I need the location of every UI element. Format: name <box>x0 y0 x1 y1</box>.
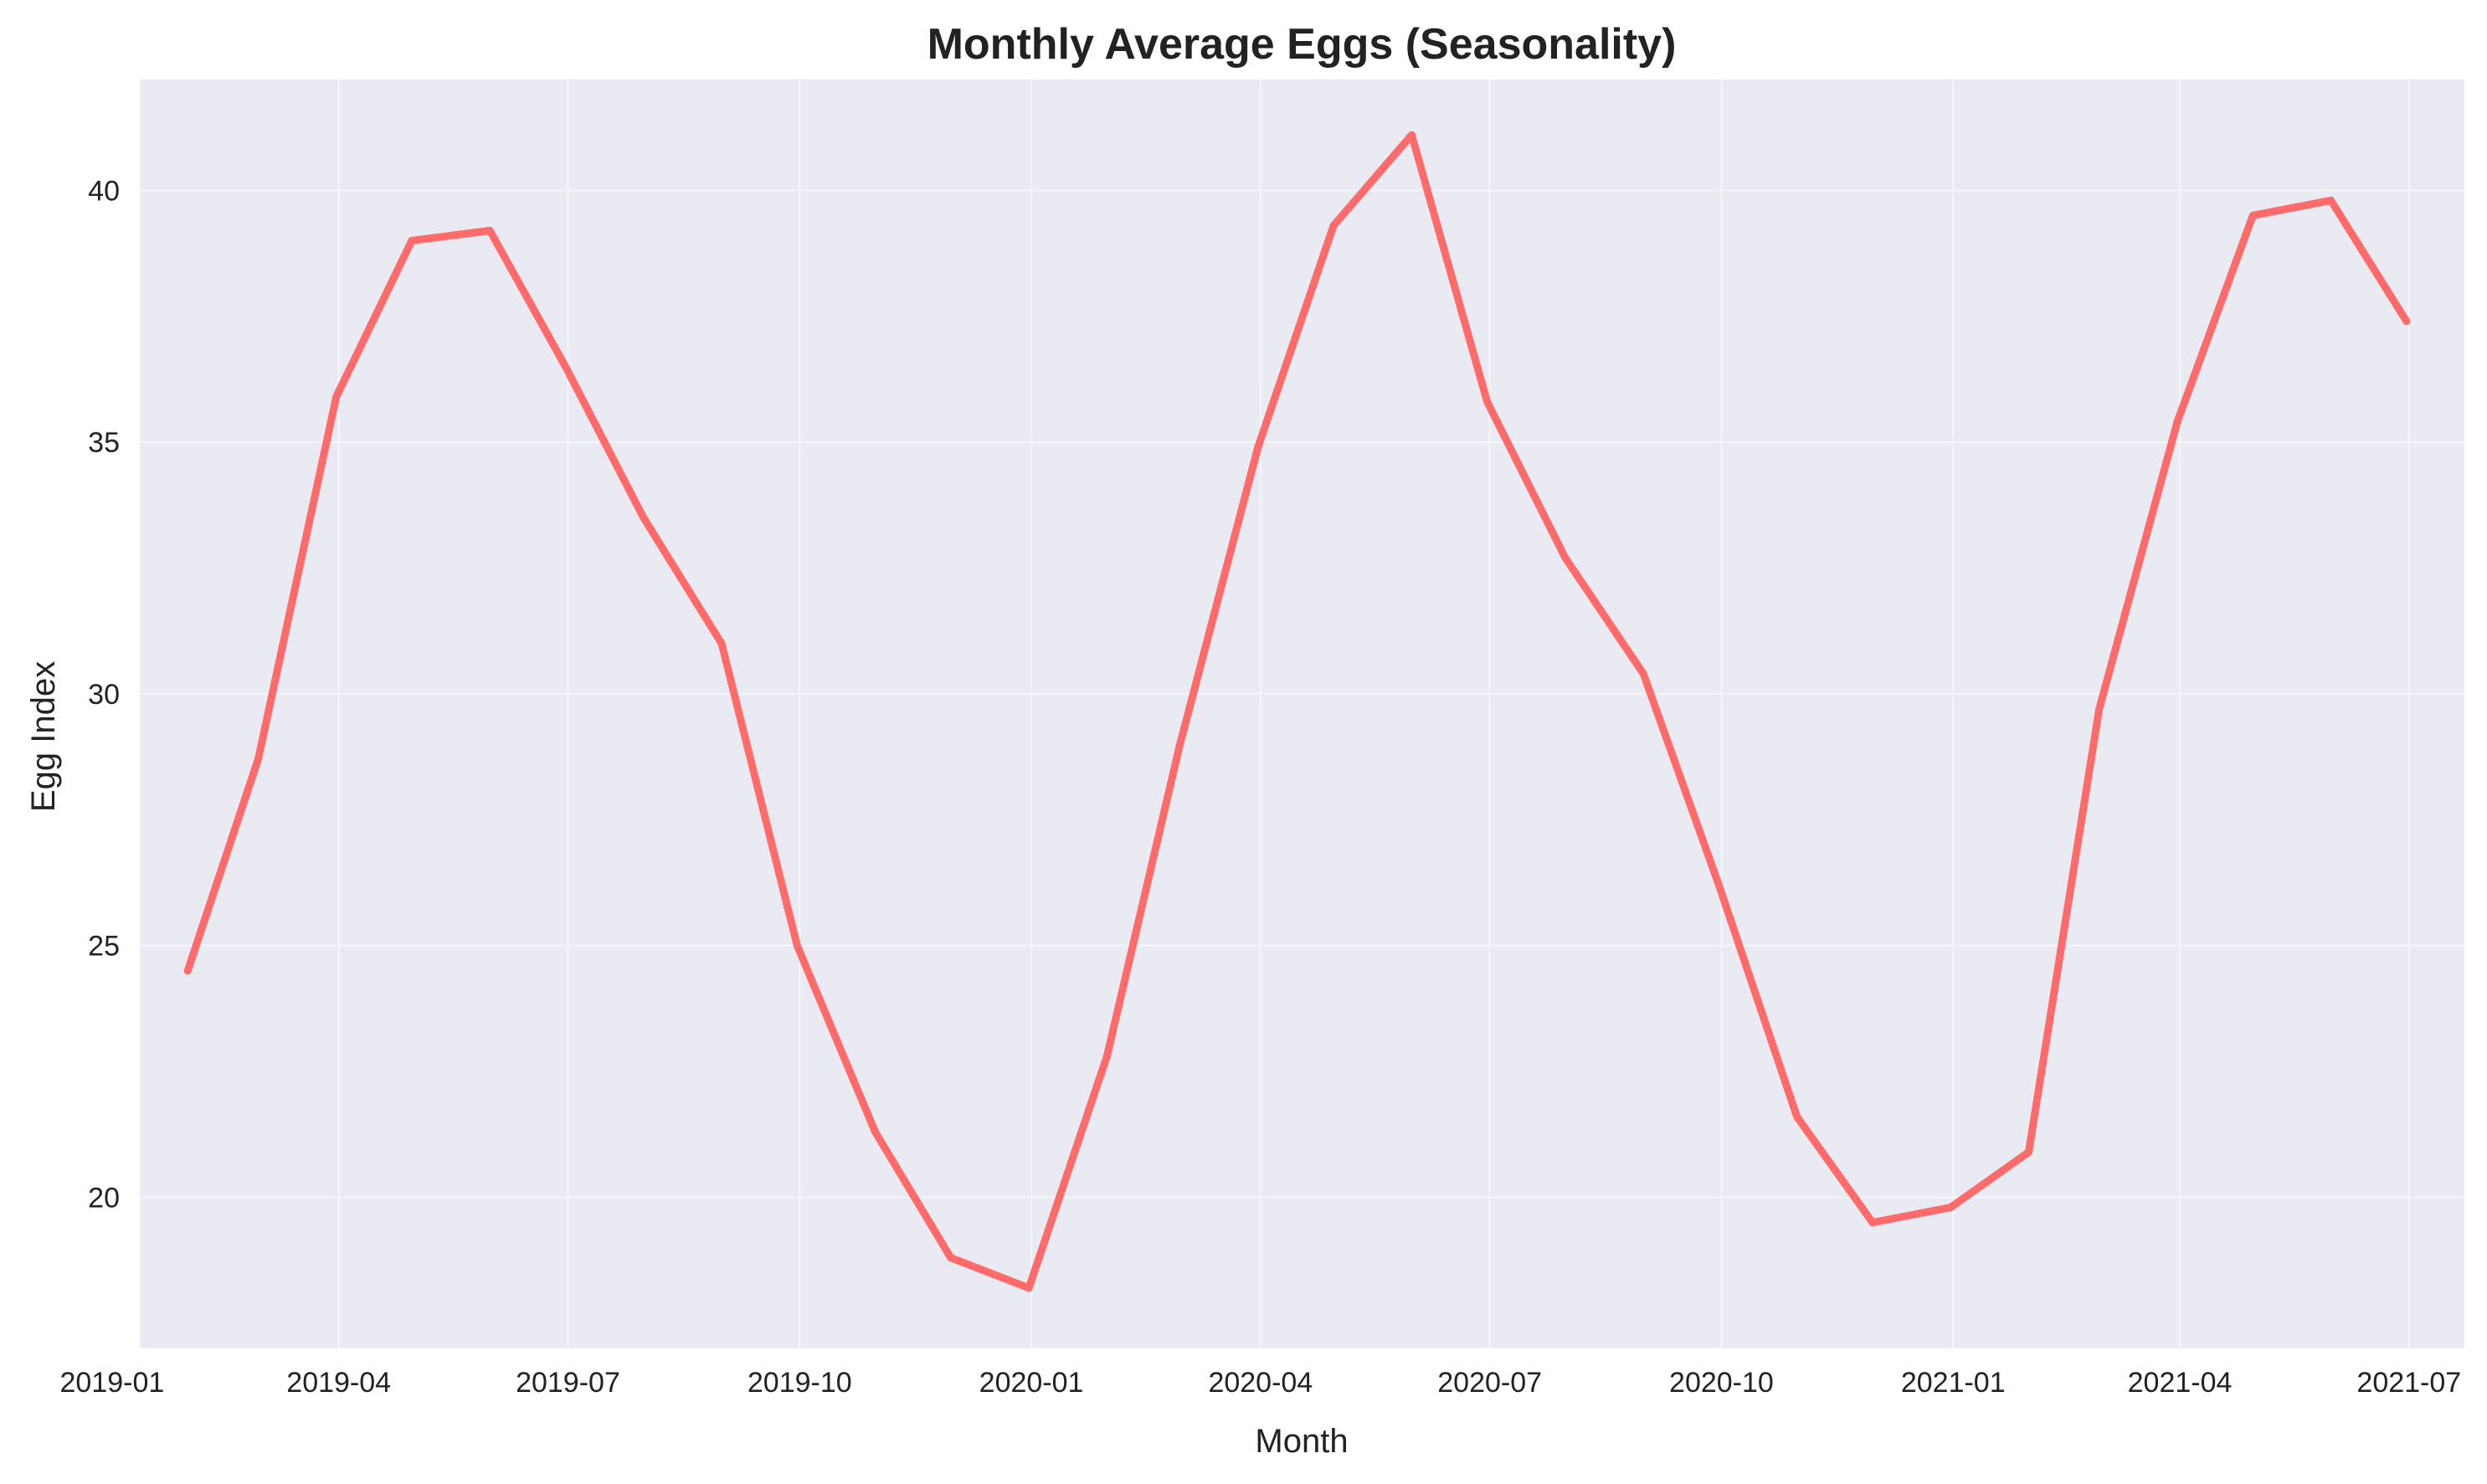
x-tick-label: 2019-04 <box>286 1367 391 1399</box>
data-point <box>2248 211 2257 219</box>
data-point <box>947 1254 955 1262</box>
data-point <box>640 513 648 521</box>
data-point <box>2095 705 2104 713</box>
data-point <box>2327 196 2335 204</box>
data-point <box>486 227 494 234</box>
data-point <box>1176 740 1184 748</box>
y-tick-label: 35 <box>88 427 120 459</box>
data-point <box>254 755 262 763</box>
tick-labels: 2019-01 2019-04 2019-07 2019-10 2020-01 2020-… <box>60 175 2462 1399</box>
x-tick-label: 2021-04 <box>2128 1367 2233 1399</box>
y-tick-label: 30 <box>88 679 120 711</box>
data-point <box>332 393 341 401</box>
x-tick-label: 2020-01 <box>979 1367 1084 1399</box>
data-point <box>2402 317 2411 326</box>
data-point <box>408 237 416 244</box>
x-tick-label: 2019-10 <box>748 1367 852 1399</box>
data-point <box>562 362 569 371</box>
x-tick-label: 2020-07 <box>1437 1367 1542 1399</box>
data-point <box>2173 418 2181 426</box>
data-point <box>1946 1204 1955 1212</box>
data-point <box>871 1127 879 1136</box>
x-tick-label: 2020-04 <box>1208 1367 1313 1399</box>
data-point <box>1639 670 1647 678</box>
x-tick-label: 2021-01 <box>1901 1367 2006 1399</box>
series-line <box>183 131 2411 1292</box>
series-layer <box>183 131 2411 1292</box>
data-point <box>1793 1112 1801 1121</box>
y-tick-label: 20 <box>88 1183 120 1214</box>
data-point <box>183 967 192 975</box>
data-point <box>1868 1219 1877 1227</box>
data-point <box>1561 554 1570 562</box>
y-tick-label: 25 <box>88 931 120 963</box>
data-point <box>717 639 726 648</box>
y-axis-label: Egg Index <box>25 661 62 812</box>
chart-title: Monthly Average Eggs (Seasonality) <box>927 20 1677 69</box>
data-point <box>2025 1148 2032 1156</box>
data-point <box>1254 443 1262 451</box>
plot-area <box>140 80 2464 1348</box>
data-point <box>793 942 801 950</box>
grid <box>110 80 2464 1348</box>
x-tick-label: 2020-10 <box>1669 1367 1774 1399</box>
x-tick-label: 2019-07 <box>516 1367 620 1399</box>
x-axis-label: Month <box>1255 1423 1348 1460</box>
data-point <box>1407 131 1416 139</box>
x-tick-label: 2019-01 <box>60 1367 165 1399</box>
x-tick-label: 2021-07 <box>2356 1367 2461 1399</box>
y-tick-label: 40 <box>88 175 120 207</box>
data-point <box>1714 881 1723 889</box>
data-point <box>1483 398 1492 406</box>
data-point <box>1102 1052 1111 1060</box>
data-point <box>1025 1284 1033 1292</box>
data-point <box>1329 222 1338 229</box>
